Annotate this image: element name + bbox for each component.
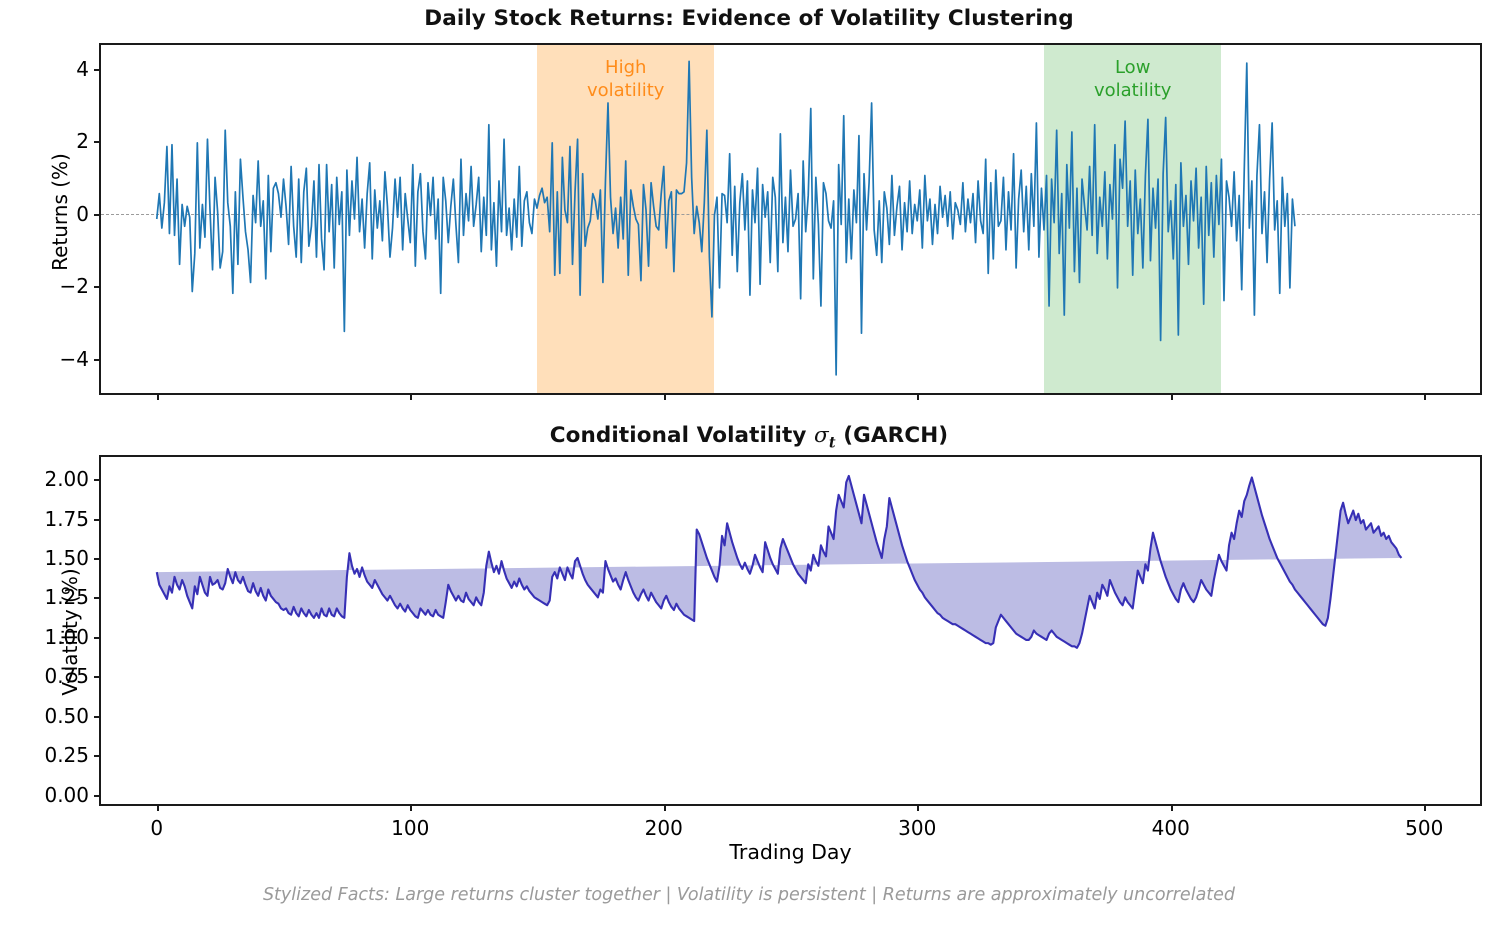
conditional-volatility-ytick-label: 0.75 [44, 664, 89, 689]
sigma-symbol: σ [814, 423, 829, 448]
conditional-volatility-xtick-label: 100 [391, 816, 430, 840]
volatility-plot-area: 0.00 0.25 0.50 0.75 1.00 1.25 1.50 1.75 2.00 0 100… [44, 455, 1482, 840]
conditional-volatility-xtick [1424, 804, 1427, 811]
volatility-plot-clip [101, 457, 1480, 804]
conditional-volatility-ytick-label: 1.00 [44, 624, 89, 649]
volatility-chart-title: Conditional Volatility σt (GARCH) [0, 423, 1498, 451]
returns-plot-area: High volatility Low volatility −4 −2 0 2 4 [60, 43, 1482, 400]
conditional-volatility-ytick-label: 0.25 [44, 743, 89, 768]
conditional-volatility-ytick-label: 1.75 [44, 506, 89, 531]
daily-returns-ytick [94, 358, 101, 361]
volatility-title-prefix: Conditional Volatility [549, 423, 815, 448]
conditional-volatility-ytick [94, 518, 101, 521]
conditional-volatility-ytick-label: 1.25 [44, 585, 89, 610]
conditional-volatility-ytick-label: 2.00 [44, 467, 89, 492]
conditional-volatility-series [155, 474, 1403, 649]
daily-returns-xtick [156, 393, 159, 400]
low-volatility-band-label: Low volatility [1093, 57, 1172, 101]
conditional-volatility-xtick-label: 300 [898, 816, 937, 840]
conditional-volatility-ytick [94, 636, 101, 639]
sigma-subscript: t [828, 434, 836, 452]
daily-returns-ytick-label: 2 [76, 129, 89, 154]
conditional-volatility-xtick-label: 0 [150, 816, 164, 840]
returns-plot-clip: High volatility Low volatility [101, 45, 1480, 393]
conditional-volatility-ytick [94, 794, 101, 797]
conditional-volatility-ytick [94, 715, 101, 718]
conditional-volatility-xtick [917, 804, 920, 811]
conditional-volatility-ytick [94, 597, 101, 600]
conditional-volatility-xtick-label: 500 [1405, 816, 1444, 840]
returns-chart-title: Daily Stock Returns: Evidence of Volatil… [424, 6, 1074, 31]
daily-returns-ytick-label: −2 [59, 274, 89, 299]
conditional-volatility-ytick-label: 1.50 [44, 545, 89, 570]
daily-returns-xtick [410, 393, 413, 400]
daily-returns-series [155, 60, 1296, 376]
conditional-volatility-ytick [94, 755, 101, 758]
daily-returns-ytick [94, 213, 101, 216]
daily-returns-xtick [1424, 393, 1427, 400]
daily-returns-ytick [94, 286, 101, 289]
daily-returns-ytick [94, 68, 101, 71]
daily-returns-xtick [1170, 393, 1173, 400]
daily-returns-ytick-label: −4 [59, 346, 89, 371]
daily-returns-ytick-label: 0 [76, 201, 89, 226]
daily-returns-xtick [917, 393, 920, 400]
daily-returns-xtick [663, 393, 666, 400]
conditional-volatility-ytick-label: 0.50 [44, 703, 89, 728]
daily-returns-ytick-label: 4 [76, 56, 89, 81]
conditional-volatility-xtick-label: 400 [1151, 816, 1190, 840]
conditional-volatility-ytick [94, 479, 101, 482]
conditional-volatility-xtick [1170, 804, 1173, 811]
conditional-volatility-ytick [94, 676, 101, 679]
conditional-volatility-xtick [663, 804, 666, 811]
volatility-title-suffix: (GARCH) [835, 423, 949, 448]
figure-footer-note: Stylized Facts: Large returns cluster to… [262, 885, 1236, 905]
conditional-volatility-ytick [94, 557, 101, 560]
conditional-volatility-xtick [156, 804, 159, 811]
daily-returns-ytick [94, 141, 101, 144]
x-axis-label: Trading Day [729, 840, 852, 864]
high-volatility-band-label: High volatility [586, 57, 665, 101]
zero-reference-line [101, 213, 1480, 215]
conditional-volatility-xtick [410, 804, 413, 811]
conditional-volatility-xtick-label: 200 [644, 816, 683, 840]
conditional-volatility-ytick-label: 0.00 [44, 782, 89, 807]
